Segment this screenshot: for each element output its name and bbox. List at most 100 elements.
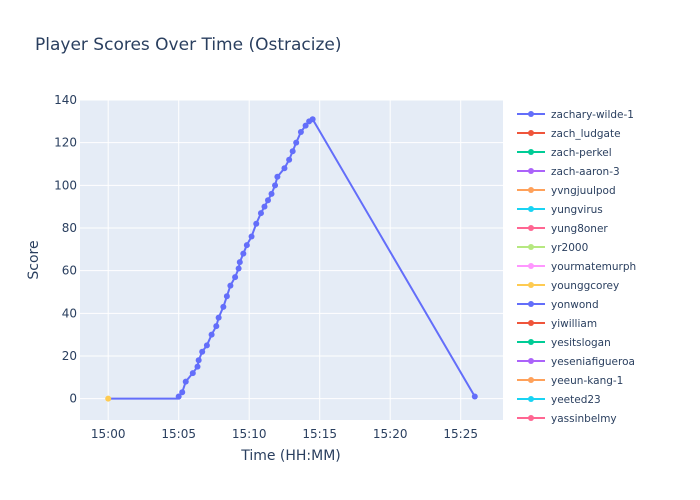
legend-marker [528, 225, 534, 231]
legend-marker [528, 320, 534, 326]
data-point [194, 363, 201, 370]
data-point [223, 293, 230, 300]
data-point [227, 282, 234, 289]
legend-marker [528, 415, 534, 421]
legend-label: yvngjuulpod [551, 185, 616, 197]
data-point [235, 265, 242, 272]
legend-item[interactable]: yung8oner [517, 223, 608, 235]
y-tick-label: 140 [54, 93, 77, 107]
data-point [257, 210, 264, 217]
legend-item[interactable]: yr2000 [517, 242, 588, 254]
legend-label: yungvirus [551, 204, 603, 216]
legend-marker [528, 111, 534, 117]
legend-item[interactable]: yeeun-kang-1 [517, 375, 623, 387]
data-point [253, 220, 260, 227]
tick-labels: 0 20 40 60 80 100 120 140 15:00 15:05 15:10 15:15 15… [54, 93, 478, 441]
y-tick-label: 0 [69, 392, 77, 406]
legend-item[interactable]: yesitslogan [517, 337, 611, 349]
data-point [236, 259, 243, 266]
data-point [203, 342, 210, 349]
plot-area [80, 100, 503, 420]
data-point [302, 122, 309, 129]
legend-marker [528, 301, 534, 307]
legend-marker [528, 396, 534, 402]
data-point [243, 242, 250, 249]
data-point [281, 165, 288, 172]
legend-item[interactable]: yeseniafigueroa [517, 356, 635, 368]
legend-marker [528, 149, 534, 155]
chart-title: Player Scores Over Time (Ostracize) [35, 35, 342, 55]
series-layer [105, 116, 478, 402]
legend-item[interactable]: younggcorey [517, 280, 619, 292]
data-point [471, 393, 478, 400]
legend-label: zachary-wilde-1 [551, 109, 634, 121]
legend-item[interactable]: yvngjuulpod [517, 185, 616, 197]
legend-marker [528, 263, 534, 269]
x-axis-title: Time (HH:MM) [240, 448, 341, 464]
legend-item[interactable]: zach-perkel [517, 147, 612, 159]
data-point [105, 395, 112, 402]
y-tick-label: 60 [62, 264, 77, 278]
legend-item[interactable]: yonwond [517, 299, 599, 311]
legend-item[interactable]: yungvirus [517, 204, 603, 216]
grid-lines [80, 99, 503, 420]
y-tick-label: 40 [62, 306, 77, 320]
data-point [265, 197, 271, 204]
data-point [220, 303, 227, 310]
legend-marker [528, 168, 534, 174]
legend-item[interactable]: yassinbelmy [517, 413, 617, 425]
y-tick-label: 100 [54, 178, 77, 192]
legend-label: yeeun-kang-1 [551, 375, 623, 387]
data-point [268, 190, 275, 197]
x-tick-label: 15:15 [302, 427, 337, 441]
data-point [240, 250, 247, 257]
legend-marker [528, 206, 534, 212]
legend-item[interactable]: yiwilliam [517, 318, 597, 330]
legend-label: zach-perkel [551, 147, 612, 159]
data-point [309, 116, 316, 123]
data-point [199, 348, 206, 355]
data-point [179, 389, 186, 396]
legend-label: yesitslogan [551, 337, 611, 349]
x-tick-label: 15:10 [232, 427, 267, 441]
data-point [195, 357, 202, 364]
legend-item[interactable]: yourmatemurph [517, 261, 636, 273]
x-tick-label: 15:25 [443, 427, 478, 441]
legend-label: younggcorey [551, 280, 619, 292]
data-point [272, 182, 279, 189]
data-point [189, 370, 196, 377]
legend-marker [528, 377, 534, 383]
legend-label: yonwond [551, 299, 599, 311]
legend-label: yeseniafigueroa [551, 356, 635, 368]
data-point [297, 129, 304, 135]
legend-item[interactable]: zachary-wilde-1 [517, 109, 634, 121]
legend-marker [528, 339, 534, 345]
data-point [213, 323, 220, 330]
data-point [208, 331, 215, 338]
legend[interactable]: zachary-wilde-1 zach_ludgate zach-perkel za… [517, 109, 636, 425]
x-tick-label: 15:20 [373, 427, 408, 441]
y-tick-label: 120 [54, 136, 77, 150]
data-point [274, 173, 281, 180]
legend-item[interactable]: yeeted23 [517, 394, 601, 406]
x-tick-label: 15:05 [161, 427, 196, 441]
legend-label: zach_ludgate [551, 128, 621, 140]
legend-label: yassinbelmy [551, 413, 617, 425]
y-axis-title: Score [26, 240, 42, 279]
legend-label: yourmatemurph [551, 261, 636, 273]
legend-item[interactable]: zach-aaron-3 [517, 166, 620, 178]
legend-marker [528, 130, 534, 136]
x-tick-label: 15:00 [91, 427, 126, 441]
series-younggcorey [105, 395, 112, 402]
legend-label: yeeted23 [551, 394, 601, 406]
y-tick-label: 80 [62, 221, 77, 235]
data-point [261, 203, 268, 210]
legend-label: yiwilliam [551, 318, 597, 330]
legend-item[interactable]: zach_ludgate [517, 128, 621, 140]
data-point [248, 233, 255, 240]
legend-marker [528, 282, 534, 288]
data-point [182, 378, 189, 385]
legend-label: yr2000 [551, 242, 588, 254]
legend-marker [528, 244, 534, 250]
